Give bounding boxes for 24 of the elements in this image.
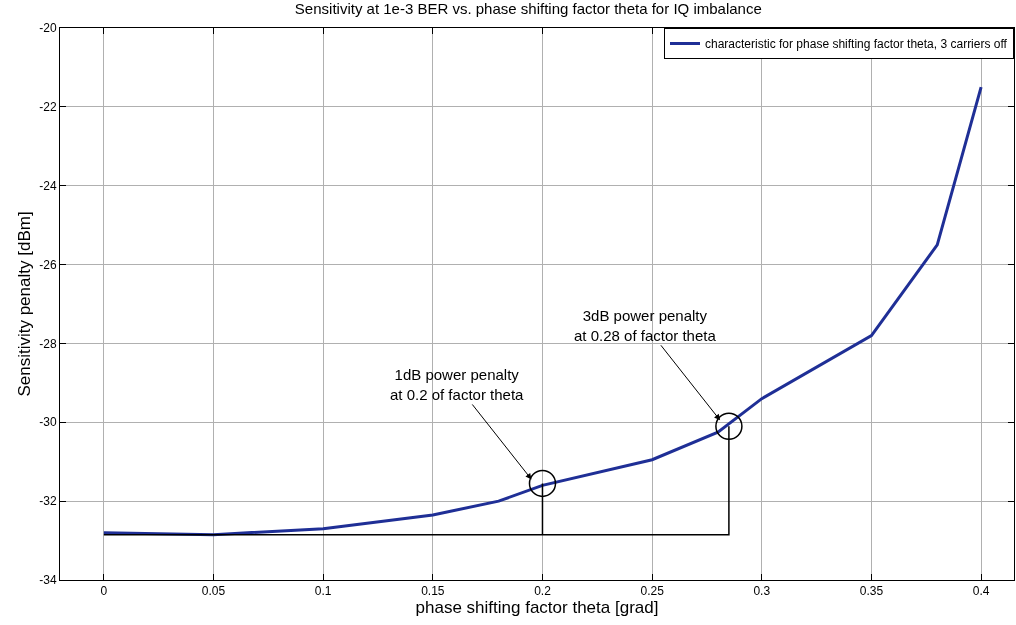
x-tick-label: 0.15 [421, 584, 445, 599]
x-tick-label: 0.2 [534, 584, 552, 599]
y-tick-label: -22 [39, 100, 57, 115]
y-tick-label: -34 [39, 573, 57, 588]
y-tick-label: -20 [39, 21, 57, 36]
chart-title: Sensitivity at 1e-3 BER vs. phase shifting factor theta for IQ imbalance [294, 0, 762, 17]
x-axis-title: phase shifting factor theta [grad] [415, 598, 659, 618]
x-tick-label: 0 [100, 584, 108, 599]
line-series [102, 85, 983, 537]
annotation: 1dB power penalty at 0.2 of factor theta [390, 366, 525, 403]
x-tick-label: 0.25 [640, 584, 665, 599]
x-tick-label: 0.05 [201, 584, 226, 599]
x-tick-label: 0.35 [859, 584, 884, 599]
x-tick-label: 0.1 [314, 584, 332, 599]
legend-label: characteristic for phase shifting factor theta, 3 carriers off [705, 37, 1008, 52]
y-tick-label: -24 [39, 178, 57, 193]
y-tick-label: -32 [39, 494, 57, 509]
y-tick-label: -30 [39, 415, 57, 430]
y-tick-label: -28 [39, 336, 57, 351]
x-tick-label: 0.3 [753, 584, 771, 599]
y-axis-title: Sensitivity penalty [dBm] [14, 211, 34, 397]
y-tick-label: -26 [39, 257, 57, 272]
x-tick-label: 0.4 [972, 584, 990, 599]
annotation: 3dB power penalty at 0.28 of factor theta [574, 307, 717, 344]
